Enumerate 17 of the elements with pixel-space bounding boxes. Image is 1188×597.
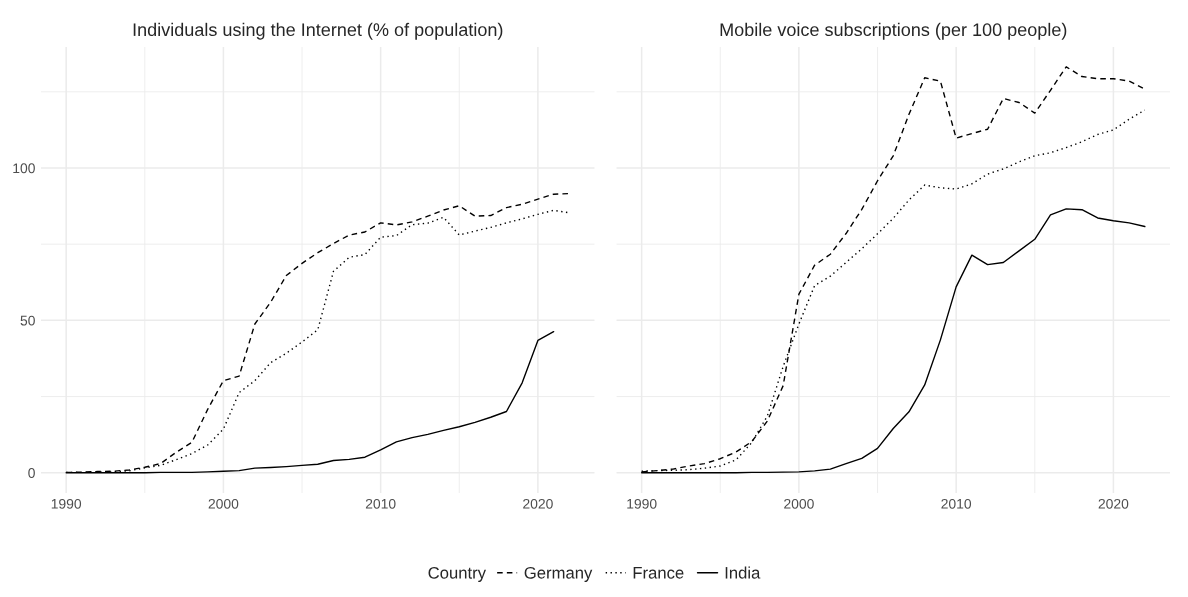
legend-label: India — [725, 566, 761, 579]
legend-label: France — [633, 567, 684, 579]
x-tick-label: 1990 — [627, 498, 657, 509]
x-tick-label: 2020 — [1098, 498, 1129, 509]
x-tick-label: 2000 — [208, 498, 239, 509]
y-tick-label: 0 — [28, 468, 35, 478]
chart-title: Individuals using the Internet (% of population) — [133, 22, 503, 40]
y-tick-label: 100 — [13, 163, 35, 174]
x-tick-label: 2020 — [523, 498, 553, 509]
x-tick-label: 2010 — [365, 498, 396, 509]
legend-label: Germany — [524, 566, 593, 582]
chart-title: Mobile voice subscriptions (per 100 people) — [720, 22, 1067, 40]
legend-title: Country — [428, 566, 486, 582]
x-tick-label: 2000 — [784, 498, 814, 509]
x-tick-label: 2010 — [941, 498, 972, 509]
x-tick-label: 1990 — [51, 498, 82, 509]
y-tick-label: 50 — [20, 315, 35, 326]
